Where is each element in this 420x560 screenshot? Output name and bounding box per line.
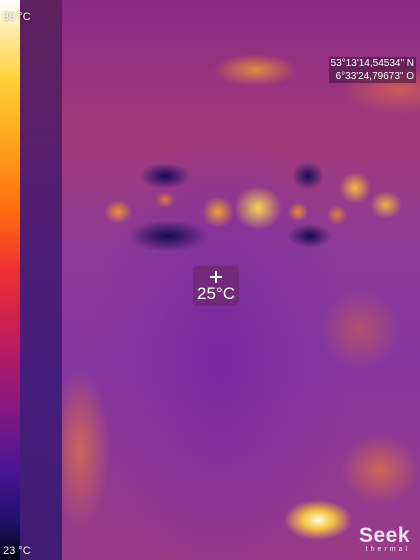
thermal-wall-strip — [20, 0, 62, 560]
spot-temperature-value: 25°C — [197, 284, 235, 303]
seek-thermal-logo: Seek thermal — [358, 524, 410, 554]
temperature-scale-bar — [0, 0, 20, 560]
logo-tagline: thermal — [365, 546, 410, 553]
crosshair-icon — [210, 271, 222, 283]
gps-longitude: 6°33'24,79673" O — [328, 70, 416, 83]
gps-latitude: 53°13'14,54534" N — [328, 57, 416, 70]
spot-temperature-marker[interactable]: 25°C — [193, 266, 239, 306]
logo-wordmark: Seek — [358, 524, 410, 547]
scale-max-label: 30 °C — [3, 11, 31, 23]
scale-min-label: 23 °C — [3, 545, 31, 557]
gps-coordinates: 53°13'14,54534" N 6°33'24,79673" O — [328, 57, 416, 83]
